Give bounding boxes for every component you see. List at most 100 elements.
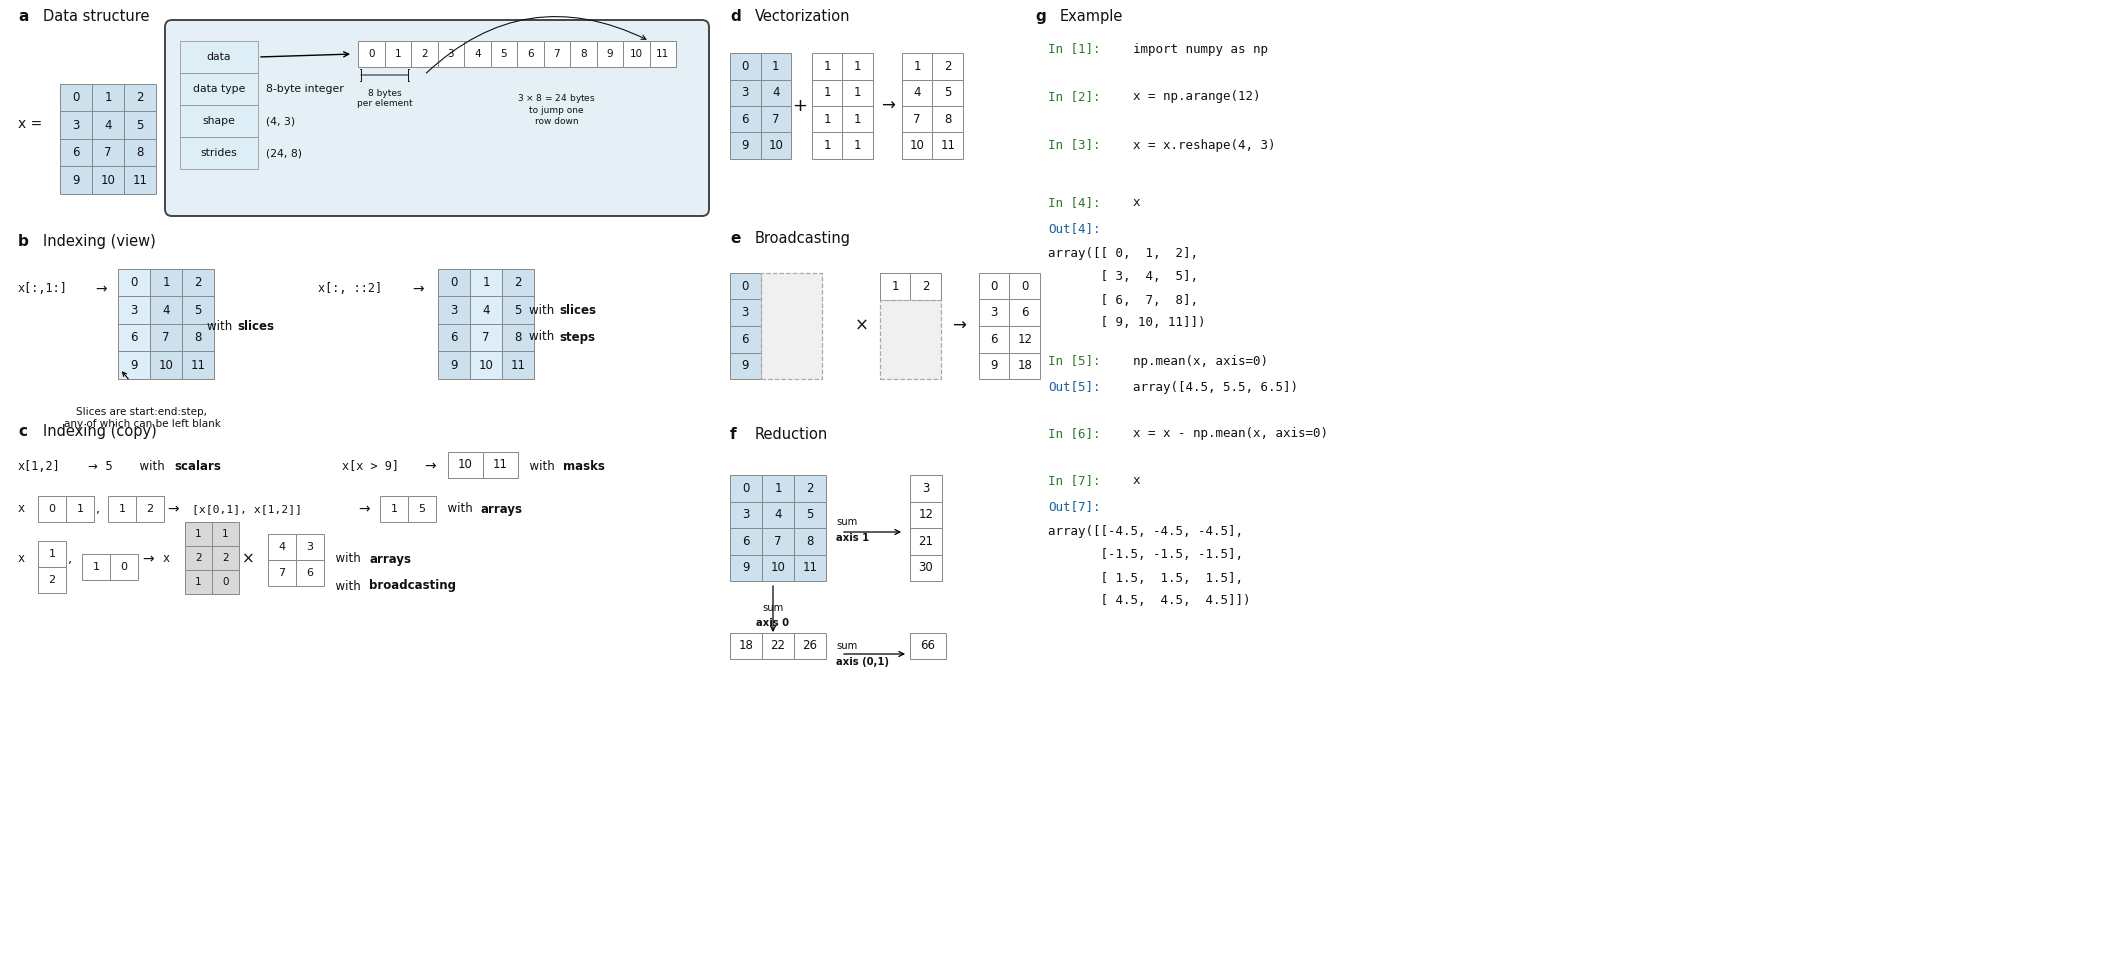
- Bar: [843, 133, 873, 159]
- Bar: [1010, 273, 1040, 299]
- Bar: [1010, 353, 1040, 379]
- Text: →: →: [953, 317, 966, 335]
- Text: 0: 0: [131, 276, 138, 290]
- Bar: [59, 167, 91, 194]
- Text: Reduction: Reduction: [754, 427, 828, 442]
- Bar: [843, 79, 873, 106]
- Bar: [502, 324, 534, 352]
- Text: e: e: [731, 231, 741, 246]
- Bar: [483, 452, 519, 478]
- Bar: [91, 111, 125, 139]
- Bar: [623, 41, 650, 67]
- Text: 2: 2: [146, 504, 155, 514]
- Bar: [1010, 326, 1040, 353]
- Bar: [979, 326, 1010, 353]
- Text: array([[-4.5, -4.5, -4.5],: array([[-4.5, -4.5, -4.5],: [1048, 525, 1243, 539]
- Text: 0: 0: [991, 280, 998, 293]
- Text: 1: 1: [49, 549, 55, 559]
- Text: 1: 1: [854, 86, 862, 99]
- Text: Broadcasting: Broadcasting: [754, 231, 851, 246]
- Text: 12: 12: [1017, 332, 1031, 346]
- Text: 3: 3: [307, 542, 313, 552]
- Text: x[:,1:]: x[:,1:]: [17, 283, 68, 296]
- Bar: [108, 496, 136, 522]
- Text: array([4.5, 5.5, 6.5]): array([4.5, 5.5, 6.5]): [1133, 381, 1298, 393]
- Text: 22: 22: [771, 640, 786, 652]
- Text: sum: sum: [762, 603, 784, 613]
- Bar: [650, 41, 676, 67]
- Text: 11: 11: [657, 49, 669, 59]
- Text: 1: 1: [824, 140, 830, 152]
- Bar: [91, 139, 125, 167]
- Text: (24, 8): (24, 8): [267, 148, 303, 158]
- Text: 1: 1: [76, 504, 83, 514]
- Text: x = x.reshape(4, 3): x = x.reshape(4, 3): [1133, 139, 1275, 151]
- Text: 18: 18: [1017, 359, 1031, 372]
- Text: x: x: [17, 552, 25, 566]
- Text: 0: 0: [1021, 280, 1029, 293]
- Text: x = x - np.mean(x, axis=0): x = x - np.mean(x, axis=0): [1133, 427, 1328, 441]
- Text: →  5: → 5: [89, 459, 112, 473]
- Text: 3: 3: [447, 49, 453, 59]
- Bar: [911, 502, 943, 528]
- Bar: [502, 352, 534, 379]
- Text: 10: 10: [771, 561, 786, 575]
- Text: 8-byte integer: 8-byte integer: [267, 84, 343, 94]
- Bar: [59, 84, 91, 111]
- Bar: [449, 452, 483, 478]
- Text: In [4]:: In [4]:: [1048, 197, 1101, 209]
- Text: d: d: [731, 9, 741, 24]
- Bar: [150, 297, 182, 324]
- Bar: [794, 633, 826, 659]
- Text: 0: 0: [222, 577, 229, 587]
- Text: 11: 11: [493, 458, 508, 472]
- Bar: [119, 297, 150, 324]
- Bar: [731, 554, 762, 581]
- Text: [ 3,  4,  5],: [ 3, 4, 5],: [1048, 270, 1199, 284]
- Text: 9: 9: [741, 359, 750, 372]
- Bar: [544, 41, 570, 67]
- Bar: [180, 137, 258, 169]
- Text: 1: 1: [824, 60, 830, 73]
- Bar: [182, 297, 214, 324]
- Bar: [811, 133, 843, 159]
- Text: [ 9, 10, 11]]): [ 9, 10, 11]]): [1048, 317, 1205, 329]
- Bar: [125, 167, 157, 194]
- Text: 1: 1: [824, 86, 830, 99]
- Text: ,: ,: [68, 552, 72, 566]
- Text: axis (0,1): axis (0,1): [837, 657, 890, 667]
- Text: 1: 1: [824, 112, 830, 126]
- Text: (4, 3): (4, 3): [267, 116, 294, 126]
- Bar: [212, 570, 239, 594]
- Bar: [731, 79, 760, 106]
- Bar: [731, 106, 760, 133]
- Bar: [762, 475, 794, 502]
- Text: x: x: [1133, 197, 1139, 209]
- Text: 30: 30: [919, 561, 934, 575]
- Text: scalars: scalars: [174, 459, 220, 473]
- Bar: [902, 79, 932, 106]
- Bar: [911, 633, 947, 659]
- Text: with: with: [328, 579, 364, 592]
- Bar: [119, 269, 150, 297]
- Text: 7: 7: [913, 112, 921, 126]
- Bar: [794, 475, 826, 502]
- Text: 7: 7: [553, 49, 559, 59]
- Text: strides: strides: [201, 148, 237, 158]
- Bar: [125, 139, 157, 167]
- Bar: [731, 502, 762, 528]
- Bar: [150, 352, 182, 379]
- Text: 3: 3: [741, 306, 750, 319]
- Bar: [59, 111, 91, 139]
- Text: 2: 2: [195, 276, 201, 290]
- Text: →: →: [95, 282, 106, 296]
- Text: 6: 6: [991, 332, 998, 346]
- Bar: [932, 53, 964, 79]
- Bar: [932, 106, 964, 133]
- Text: 0: 0: [121, 562, 127, 572]
- Text: axis 1: axis 1: [837, 533, 868, 543]
- Bar: [843, 53, 873, 79]
- Bar: [409, 496, 436, 522]
- Bar: [125, 84, 157, 111]
- Text: 3: 3: [741, 509, 750, 521]
